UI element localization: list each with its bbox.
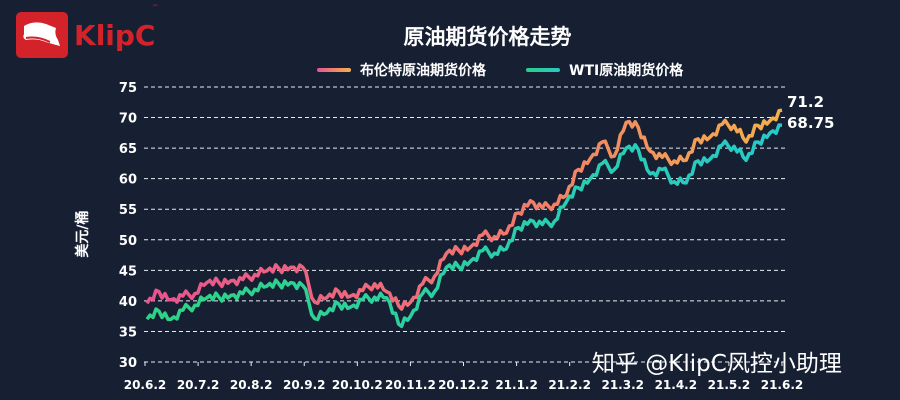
- x-tick-label: 21.2.2: [548, 378, 591, 392]
- y-tick-label: 50: [119, 234, 137, 249]
- legend-item-brent[interactable]: 布伦特原油期货价格: [317, 60, 486, 80]
- legend-item-wti[interactable]: WTI原油期货价格: [526, 60, 683, 80]
- x-tick-label: 20.7.2: [177, 378, 220, 392]
- wti-end-value-label: 68.75: [787, 114, 834, 132]
- x-tick-label: 20.12.2: [438, 378, 489, 392]
- y-tick-label: 30: [119, 356, 137, 371]
- y-tick-labels: 30 35 40 45 50 55 60 65 70 75: [119, 81, 137, 371]
- x-tick-label: 21.3.2: [601, 378, 644, 392]
- logo-text: KlipC: [74, 18, 156, 52]
- legend-swatch-wti: [526, 68, 560, 72]
- x-tick-label: 20.8.2: [230, 378, 273, 392]
- y-tick-label: 60: [119, 173, 137, 188]
- klipc-logo: KlipC: [16, 12, 155, 58]
- brent-end-value-label: 71.2: [787, 93, 824, 111]
- x-tick-label: 21.4.2: [655, 378, 698, 392]
- y-tick-label: 35: [119, 325, 137, 340]
- x-tick-label: 20.11.2: [385, 378, 436, 392]
- x-tick-label: 20.9.2: [283, 378, 326, 392]
- legend-label-wti: WTI原油期货价格: [569, 63, 684, 79]
- y-tick-label: 40: [119, 295, 137, 310]
- legend-label-brent: 布伦特原油期货价格: [360, 63, 486, 79]
- x-tick-labels: 20.6.2 20.7.2 20.8.2 20.9.2 20.10.2 20.11.2 20…: [124, 362, 804, 392]
- legend-swatch-brent: [317, 68, 351, 72]
- y-tick-label: 55: [119, 203, 137, 218]
- x-tick-label: 21.1.2: [495, 378, 538, 392]
- y-tick-label: 45: [119, 264, 137, 279]
- logo-trademark: ™: [152, 4, 158, 11]
- wti-series-line: [145, 123, 783, 329]
- y-gridlines: [144, 86, 785, 363]
- y-tick-label: 70: [119, 112, 137, 127]
- x-tick-label: 21.6.2: [761, 378, 804, 392]
- chart-title: 原油期货价格走势: [403, 25, 572, 49]
- logo-flag-icon: [16, 12, 68, 58]
- x-tick-label: 21.5.2: [708, 378, 751, 392]
- watermark-text: 知乎 @KlipC风控小助理: [592, 351, 842, 377]
- x-tick-label: 20.6.2: [124, 378, 167, 392]
- x-tick-label: 20.10.2: [332, 378, 383, 392]
- brent-series-line: [145, 108, 783, 311]
- y-tick-label: 65: [119, 142, 137, 157]
- chart-legend: 布伦特原油期货价格 WTI原油期货价格: [317, 60, 723, 80]
- y-tick-label: 75: [119, 81, 137, 96]
